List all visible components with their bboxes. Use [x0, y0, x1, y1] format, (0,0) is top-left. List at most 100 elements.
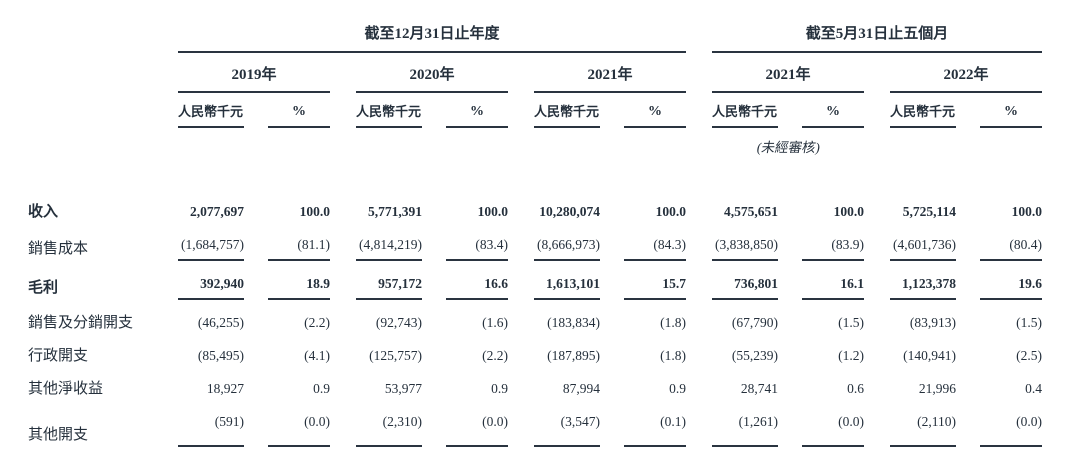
percent-column-header: %: [446, 103, 508, 128]
percent-cell: (1.8): [660, 348, 686, 363]
amount-cell: (3,547): [534, 410, 600, 447]
amount-column-header: 人民幣千元: [534, 103, 600, 128]
percent-column-header: %: [802, 103, 864, 128]
percent-cell: (1.8): [660, 315, 686, 330]
year-header-2021: 2021年: [534, 65, 686, 93]
percent-cell: (84.3): [624, 233, 686, 261]
amount-cell: 5,725,114: [902, 204, 956, 219]
amount-cell: 736,801: [712, 272, 778, 300]
column-header-group: 人民幣千元 %: [356, 103, 508, 128]
amount-cell: 4,575,651: [724, 204, 778, 219]
period-header-annual: 截至12月31日止年度: [178, 24, 686, 53]
percent-cell: 18.9: [268, 272, 330, 300]
amount-cell: 1,613,101: [534, 272, 600, 300]
table-row-administrative-expenses: 行政開支 (85,495) (4.1) (125,757) (2.2) (187,8…: [28, 344, 1070, 368]
amount-cell: (46,255): [197, 315, 244, 330]
year-header-2020: 2020年: [356, 65, 508, 93]
percent-cell: (0.0): [980, 410, 1042, 447]
table-row-cost-of-sales: 銷售成本 (1,684,757) (81.1) (4,814,219) (83.4)…: [28, 233, 1070, 261]
percent-cell: (1.5): [838, 315, 864, 330]
amount-cell: 957,172: [356, 272, 422, 300]
percent-cell: (0.0): [268, 410, 330, 447]
amount-column-header: 人民幣千元: [890, 103, 956, 128]
amount-cell: (187,895): [547, 348, 600, 363]
percent-cell: (2.2): [482, 348, 508, 363]
amount-column-header: 人民幣千元: [712, 103, 778, 128]
amount-cell: 28,741: [740, 381, 778, 396]
amount-cell: (2,310): [356, 410, 422, 447]
percent-cell: 0.9: [669, 381, 686, 396]
row-label: 銷售及分銷開支: [28, 315, 134, 331]
percent-cell: 100.0: [299, 204, 330, 219]
amount-cell: 5,771,391: [368, 204, 422, 219]
amount-cell: (4,601,736): [890, 233, 956, 261]
amount-cell: (55,239): [731, 348, 778, 363]
row-label: 其他開支: [28, 427, 89, 443]
unaudited-note: (未經審核): [755, 140, 821, 155]
table-body: 收入 2,077,697 100.0 5,771,391 100.0 10,280,…: [28, 200, 1070, 447]
amount-cell: 1,123,378: [890, 272, 956, 300]
percent-cell: 16.6: [446, 272, 508, 300]
amount-cell: 53,977: [384, 381, 422, 396]
period-header-row: 截至12月31日止年度 截至5月31日止五個月: [28, 24, 1070, 53]
table-row-selling-distribution-expenses: 銷售及分銷開支 (46,255) (2.2) (92,743) (1.6) (183…: [28, 311, 1070, 335]
percent-cell: (83.4): [446, 233, 508, 261]
amount-cell: (591): [178, 410, 244, 447]
percent-cell: 100.0: [477, 204, 508, 219]
percent-cell: 0.6: [847, 381, 864, 396]
amount-column-header: 人民幣千元: [178, 103, 244, 128]
amount-cell: (4,814,219): [356, 233, 422, 261]
amount-cell: 2,077,697: [190, 204, 244, 219]
percent-cell: (4.1): [304, 348, 330, 363]
amount-cell: (92,743): [375, 315, 422, 330]
unaudited-note-row: (未經審核): [28, 136, 1070, 158]
amount-cell: (3,838,850): [712, 233, 778, 261]
percent-cell: (1.2): [838, 348, 864, 363]
percent-cell: (2.2): [304, 315, 330, 330]
table-row-other-net-income: 其他淨收益 18,927 0.9 53,977 0.9 87,994 0.9 28,7…: [28, 377, 1070, 401]
period-header-five-months: 截至5月31日止五個月: [712, 24, 1042, 53]
amount-cell: (1,261): [712, 410, 778, 447]
column-header-row: 人民幣千元 % 人民幣千元 % 人民幣千元 % 人民幣千元 % 人民幣千元: [28, 103, 1070, 128]
percent-column-header: %: [980, 103, 1042, 128]
percent-cell: 15.7: [624, 272, 686, 300]
amount-cell: (140,941): [903, 348, 956, 363]
amount-cell: (125,757): [369, 348, 422, 363]
row-label: 行政開支: [28, 348, 89, 364]
income-statement-table: 截至12月31日止年度 截至5月31日止五個月 2019年 2020年 2021…: [28, 24, 1070, 457]
amount-cell: (2,110): [890, 410, 956, 447]
percent-cell: 100.0: [655, 204, 686, 219]
amount-cell: (183,834): [547, 315, 600, 330]
percent-cell: 0.9: [491, 381, 508, 396]
table-row-other-expenses: 其他開支 (591) (0.0) (2,310) (0.0) (3,547) (0.1…: [28, 410, 1070, 447]
percent-cell: (0.0): [446, 410, 508, 447]
year-header-2021-5m: 2021年: [712, 65, 864, 93]
year-header-2022-5m: 2022年: [890, 65, 1042, 93]
column-header-group: 人民幣千元 %: [712, 103, 864, 128]
amount-cell: (83,913): [909, 315, 956, 330]
row-label: 毛利: [28, 280, 59, 296]
table-row-revenue: 收入 2,077,697 100.0 5,771,391 100.0 10,280,…: [28, 200, 1070, 224]
year-header-row: 2019年 2020年 2021年 2021年 2022年: [28, 65, 1070, 93]
amount-cell: (8,666,973): [534, 233, 600, 261]
amount-column-header: 人民幣千元: [356, 103, 422, 128]
percent-cell: (0.1): [624, 410, 686, 447]
amount-cell: 10,280,074: [539, 204, 600, 219]
row-label: 其他淨收益: [28, 381, 104, 397]
percent-cell: (1.5): [1016, 315, 1042, 330]
percent-cell: (1.6): [482, 315, 508, 330]
column-header-group: 人民幣千元 %: [534, 103, 686, 128]
percent-cell: (0.0): [802, 410, 864, 447]
percent-cell: 0.9: [313, 381, 330, 396]
percent-cell: 16.1: [802, 272, 864, 300]
percent-cell: (81.1): [268, 233, 330, 261]
amount-cell: (67,790): [731, 315, 778, 330]
percent-cell: (80.4): [980, 233, 1042, 261]
percent-column-header: %: [624, 103, 686, 128]
table-row-gross-profit: 毛利 392,940 18.9 957,172 16.6 1,613,101 15.7…: [28, 272, 1070, 300]
percent-cell: 19.6: [980, 272, 1042, 300]
amount-cell: 87,994: [562, 381, 600, 396]
percent-cell: (2.5): [1016, 348, 1042, 363]
percent-cell: 0.4: [1025, 381, 1042, 396]
